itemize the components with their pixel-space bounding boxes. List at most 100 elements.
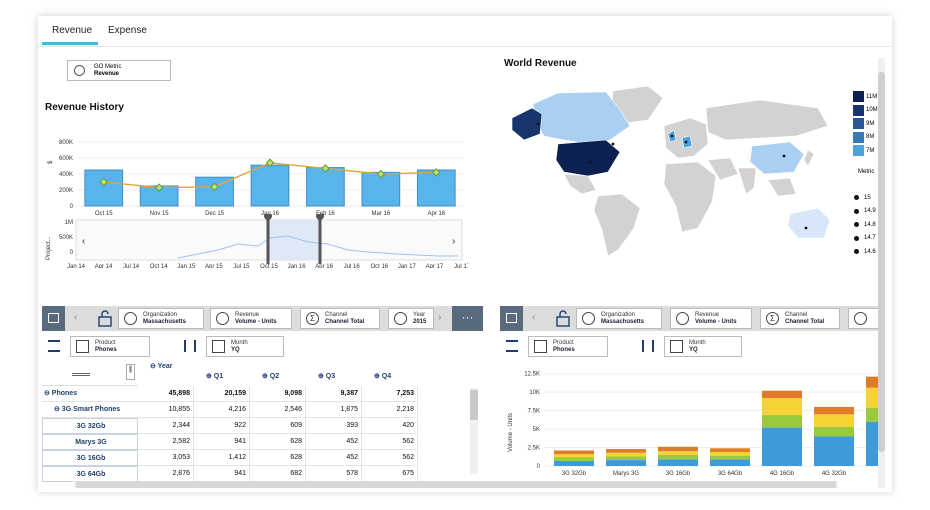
column-header[interactable]: ⊖ Year — [150, 363, 173, 370]
stacked-volume-chart[interactable]: 12.5K 10K 7.5K 5K 2.5K 0 3G 32Gb Marys 3G 3G 16G… — [500, 362, 878, 482]
stack-segment[interactable] — [814, 414, 854, 427]
chart-scroll-left-icon[interactable]: ‹ — [532, 312, 536, 323]
world-map[interactable] — [498, 78, 838, 258]
stack-segment[interactable] — [606, 452, 646, 457]
stack-segment[interactable] — [814, 406, 854, 415]
stack-segment[interactable] — [866, 387, 878, 408]
stack-segment[interactable] — [606, 460, 646, 466]
stack-segment[interactable] — [762, 427, 802, 466]
right-scrollbar[interactable] — [878, 58, 885, 488]
chart-month-dimension[interactable]: Month YQ — [664, 336, 742, 357]
column-header[interactable]: ⊕ Q3 — [318, 373, 336, 380]
africa[interactable] — [663, 161, 717, 233]
revenue-history-chart[interactable]: 800K 600K 400K 200K 0 Oct 15 Nov 15 Dec 15 Jan 1… — [38, 120, 468, 270]
stack-segment[interactable] — [658, 451, 698, 455]
canada[interactable] — [532, 91, 631, 145]
stack-segment[interactable] — [762, 390, 802, 399]
russia[interactable] — [705, 99, 829, 141]
crosstab-type-icon[interactable] — [42, 306, 65, 331]
stack-segment[interactable] — [710, 451, 750, 456]
stack-segment[interactable] — [866, 421, 878, 466]
stack-segment[interactable] — [710, 455, 750, 460]
history-point[interactable] — [99, 177, 108, 187]
history-bar[interactable] — [250, 164, 290, 207]
scroll-right-icon[interactable]: › — [438, 312, 442, 323]
history-point[interactable] — [376, 169, 386, 179]
year-filter[interactable]: Year 2015 — [388, 308, 434, 329]
bottom-scrollbar-thumb[interactable] — [76, 481, 836, 488]
stack-segment[interactable] — [762, 398, 802, 416]
stack-segment[interactable] — [814, 436, 854, 466]
right-scrollbar-thumb[interactable] — [878, 72, 885, 452]
stack-segment[interactable] — [606, 449, 646, 453]
sea[interactable] — [767, 177, 797, 197]
history-bar[interactable] — [306, 167, 345, 207]
column-header[interactable]: ⊕ Q1 — [206, 373, 224, 380]
china[interactable] — [749, 141, 805, 175]
row-header[interactable]: Marys 3G — [42, 434, 138, 450]
stack-segment[interactable] — [814, 426, 854, 437]
stack-segment[interactable] — [554, 460, 594, 466]
month-dimension[interactable]: Month YQ — [206, 336, 284, 357]
chart-org-filter[interactable]: Organization Massachusetts — [576, 308, 662, 329]
chart-type-icon[interactable] — [500, 306, 523, 331]
row-header[interactable]: ⊖ 3G Smart Phones — [42, 402, 138, 418]
table-scrollbar[interactable] — [470, 388, 478, 474]
org-filter[interactable]: Organization Massachusetts — [118, 308, 204, 329]
column-header[interactable]: ⊕ Q4 — [374, 373, 392, 380]
india[interactable] — [737, 167, 757, 195]
row-header[interactable]: ⊖ Phones — [42, 386, 138, 402]
history-point[interactable] — [154, 183, 164, 192]
go-metric-selector[interactable]: GO Metric Revenue — [67, 60, 171, 81]
column-header[interactable]: ⊕ Q2 — [262, 373, 280, 380]
stack-segment[interactable] — [554, 457, 594, 461]
revenue-filter[interactable]: Revenue Volume - Units — [210, 308, 292, 329]
usa[interactable] — [555, 139, 621, 177]
chart-product-dimension[interactable]: Product Phones — [528, 336, 608, 357]
south-america[interactable] — [593, 193, 641, 257]
row-header[interactable]: 3G 16Gb — [42, 450, 138, 466]
chart-year-filter[interactable] — [848, 308, 878, 329]
australia[interactable] — [787, 207, 831, 239]
table-scrollbar-thumb[interactable] — [470, 390, 478, 420]
stack-segment[interactable] — [866, 376, 878, 388]
tab-revenue[interactable]: Revenue — [52, 25, 93, 36]
stack-segment[interactable] — [658, 454, 698, 460]
history-bar[interactable] — [84, 169, 124, 207]
range-navigator[interactable]: 1M 500K 0 Project... ‹ › Jan 14 Apr 14 Jul 14 Oct… — [38, 214, 468, 268]
row-header[interactable]: 3G 64Gb — [42, 466, 138, 482]
more-button[interactable]: ··· — [452, 306, 483, 331]
bottom-scrollbar[interactable] — [74, 481, 838, 488]
history-point[interactable] — [321, 164, 330, 173]
range-prev-icon[interactable]: ‹ — [82, 236, 85, 247]
stack-segment[interactable] — [710, 448, 750, 452]
history-point[interactable] — [265, 158, 275, 168]
tab-expense[interactable]: Expense — [108, 25, 147, 36]
product-dimension[interactable]: Product Phones — [70, 336, 150, 357]
history-point[interactable] — [210, 182, 219, 192]
range-next-icon[interactable]: › — [452, 236, 455, 247]
stack-segment[interactable] — [658, 459, 698, 466]
stack-segment[interactable] — [554, 454, 594, 458]
lock-icon[interactable] — [94, 310, 116, 327]
chart-lock-icon[interactable] — [552, 310, 574, 327]
stack-segment[interactable] — [606, 456, 646, 461]
stack-segment[interactable] — [554, 450, 594, 455]
range-selection[interactable] — [268, 220, 320, 260]
scroll-left-icon[interactable]: ‹ — [74, 312, 78, 323]
chart-revenue-filter[interactable]: Revenue Volume - Units — [670, 308, 752, 329]
stack-segment[interactable] — [710, 459, 750, 466]
stack-segment[interactable] — [866, 407, 878, 422]
alaska[interactable] — [511, 107, 543, 141]
history-point[interactable] — [432, 168, 441, 177]
range-handle-knob[interactable] — [316, 214, 324, 220]
mexico[interactable] — [563, 173, 597, 195]
japan[interactable] — [803, 149, 815, 167]
stack-segment[interactable] — [658, 446, 698, 452]
chart-channel-filter[interactable]: Σ Channel Channel Total — [760, 308, 840, 329]
pause-icon[interactable]: ∥ — [126, 364, 135, 380]
channel-filter[interactable]: Σ Channel Channel Total — [300, 308, 380, 329]
stack-segment[interactable] — [762, 415, 802, 428]
row-header[interactable]: 3G 32Gb — [42, 418, 138, 434]
middle-east[interactable] — [707, 157, 739, 181]
